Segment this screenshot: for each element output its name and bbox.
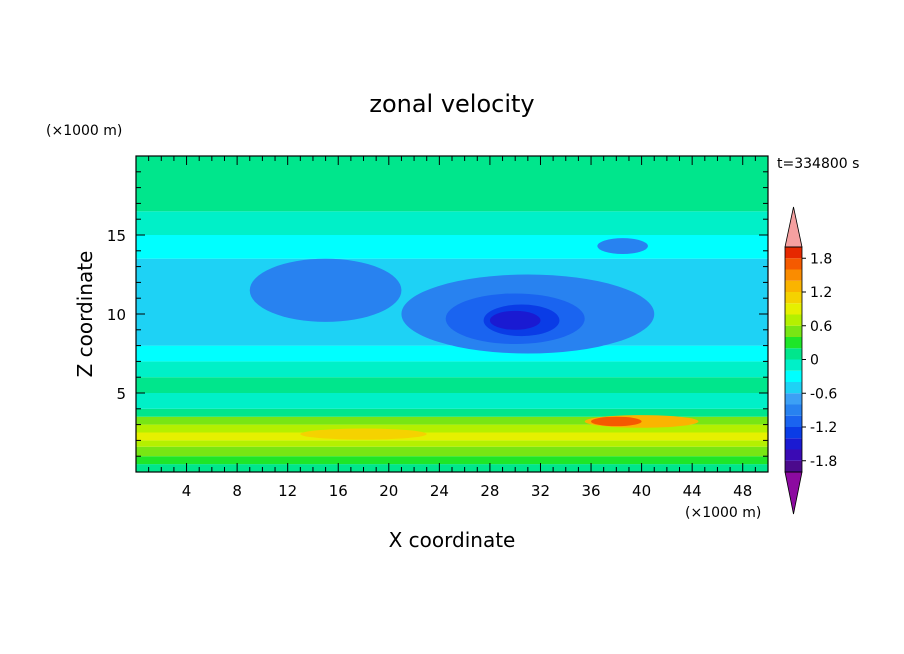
x-tick-label: 32 — [531, 482, 550, 500]
colorbar-swatch — [785, 280, 802, 292]
field-band — [136, 446, 768, 457]
colorbar-tick-label: -1.8 — [810, 454, 837, 470]
colorbar-swatch — [785, 449, 802, 461]
field-feature — [591, 416, 642, 427]
field-feature — [249, 258, 402, 322]
x-tick-label: 16 — [329, 482, 348, 500]
field-band — [136, 156, 768, 212]
colorbar-swatch — [785, 337, 802, 349]
x-tick-label: 20 — [379, 482, 398, 500]
colorbar-swatch — [785, 303, 802, 315]
x-tick-label: 28 — [480, 482, 499, 500]
field-band — [136, 408, 768, 417]
colorbar-tick-label: 0 — [810, 353, 819, 369]
colorbar-tick-label: 1.2 — [810, 285, 832, 301]
field-band — [136, 416, 768, 425]
contour-field — [136, 156, 768, 472]
x-tick-label: 44 — [683, 482, 702, 500]
field-feature — [300, 428, 427, 440]
colorbar: 1.8 1.2 0.6 0 -0.6 -1.2 -1.8 — [784, 206, 837, 515]
field-band — [136, 377, 768, 393]
y-axis: 5 10 15 — [107, 171, 768, 457]
colorbar-swatch — [785, 404, 802, 416]
colorbar-swatch — [785, 460, 802, 472]
field-band — [136, 456, 768, 465]
x-tick-label: 24 — [430, 482, 449, 500]
colorbar-swatch — [785, 258, 802, 270]
time-label: t=334800 s — [777, 156, 859, 172]
colorbar-swatch — [785, 438, 802, 450]
x-tick-label: 40 — [632, 482, 651, 500]
field-band — [136, 440, 768, 447]
x-tick-label: 12 — [278, 482, 297, 500]
y-unit-label: (×1000 m) — [46, 123, 122, 139]
colorbar-tick-label: 1.8 — [810, 251, 832, 267]
x-unit-label: (×1000 m) — [685, 505, 761, 521]
colorbar-swatch — [785, 427, 802, 439]
colorbar-swatch — [785, 370, 802, 382]
y-tick-label: 5 — [116, 385, 126, 403]
field-feature — [489, 310, 541, 330]
colorbar-swatch — [785, 393, 802, 405]
field-band — [136, 361, 768, 378]
x-tick-label: 36 — [581, 482, 600, 500]
colorbar-swatch — [785, 382, 802, 394]
colorbar-swatch — [785, 314, 802, 326]
colorbar-under-arrow — [784, 471, 803, 515]
x-tick-label: 4 — [182, 482, 192, 500]
x-axis-label: X coordinate — [389, 528, 516, 552]
colorbar-swatch — [785, 415, 802, 427]
colorbar-over-arrow — [784, 206, 803, 248]
field-band — [136, 345, 768, 362]
colorbar-tick-label: 0.6 — [810, 319, 832, 335]
colorbar-swatch — [785, 348, 802, 360]
field-feature — [597, 238, 648, 254]
colorbar-swatch — [785, 247, 802, 259]
field-band — [136, 432, 768, 441]
y-axis-label: Z coordinate — [73, 251, 97, 378]
colorbar-swatch — [785, 325, 802, 337]
colorbar-swatch — [785, 269, 802, 281]
x-tick-label: 48 — [733, 482, 752, 500]
chart-title: zonal velocity — [369, 90, 534, 118]
colorbar-tick-label: -0.6 — [810, 386, 837, 402]
field-band — [136, 424, 768, 433]
y-tick-label: 15 — [107, 227, 126, 245]
field-band — [136, 393, 768, 409]
y-tick-label: 10 — [107, 306, 126, 324]
colorbar-swatch — [785, 359, 802, 371]
colorbar-swatch — [785, 292, 802, 304]
x-axis: 4 8 12 16 20 24 28 32 36 40 44 48 — [148, 156, 756, 500]
field-band — [136, 235, 768, 259]
colorbar-tick-label: -1.2 — [810, 420, 837, 436]
x-tick-label: 8 — [232, 482, 242, 500]
field-band — [136, 211, 768, 235]
